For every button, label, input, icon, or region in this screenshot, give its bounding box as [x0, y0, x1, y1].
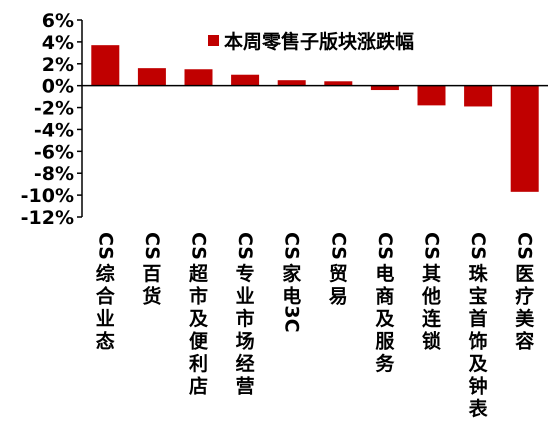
svg-text:合: 合: [96, 285, 116, 308]
svg-text:经: 经: [236, 352, 255, 375]
svg-text:贸: 贸: [329, 262, 348, 285]
svg-text:场: 场: [236, 331, 255, 353]
svg-text:3C: 3C: [281, 305, 303, 332]
svg-text:表: 表: [469, 397, 489, 420]
y-tick-label: 4%: [42, 32, 74, 54]
svg-text:易: 易: [329, 286, 348, 308]
bar: [277, 80, 306, 86]
svg-text:CS: CS: [141, 232, 163, 260]
svg-text:钟: 钟: [469, 375, 488, 398]
svg-text:便: 便: [189, 331, 209, 353]
svg-text:宝: 宝: [469, 285, 488, 308]
svg-text:业: 业: [96, 308, 115, 330]
y-tick-label: -10%: [21, 185, 74, 207]
legend-swatch: [208, 35, 219, 46]
bar: [137, 68, 166, 86]
y-tick-label: -2%: [34, 98, 74, 120]
svg-text:电: 电: [375, 262, 394, 285]
svg-text:电: 电: [282, 285, 301, 308]
svg-text:利: 利: [189, 353, 208, 375]
svg-text:服: 服: [375, 331, 395, 353]
y-tick-label: -4%: [34, 119, 74, 141]
svg-text:及: 及: [189, 308, 209, 330]
svg-text:其: 其: [422, 263, 441, 285]
svg-text:疗: 疗: [515, 285, 534, 308]
svg-text:CS: CS: [467, 232, 489, 260]
svg-text:CS: CS: [327, 232, 349, 260]
svg-text:锁: 锁: [422, 330, 441, 353]
y-tick-label: 6%: [42, 10, 74, 32]
y-tick-label: -6%: [34, 141, 74, 163]
svg-text:市: 市: [236, 307, 255, 330]
svg-text:CS: CS: [421, 232, 443, 260]
svg-text:市: 市: [189, 285, 208, 308]
svg-text:首: 首: [469, 307, 488, 330]
bar: [91, 45, 120, 86]
svg-text:CS: CS: [514, 232, 536, 260]
bar: [324, 81, 353, 86]
y-tick-label: -8%: [34, 163, 74, 185]
svg-text:专: 专: [236, 262, 255, 285]
svg-text:他: 他: [421, 285, 441, 308]
svg-text:店: 店: [189, 375, 208, 398]
bars: [91, 45, 539, 192]
svg-text:珠: 珠: [469, 262, 489, 285]
y-axis: 6%4%2%0%-2%-4%-6%-8%-10%-12%: [21, 10, 83, 229]
svg-text:货: 货: [142, 285, 161, 308]
svg-text:CS: CS: [374, 232, 396, 260]
svg-text:CS: CS: [94, 232, 116, 260]
bar: [510, 85, 539, 192]
bar: [231, 74, 260, 86]
legend: 本周零售子版块涨跌幅: [208, 30, 414, 53]
x-axis: CS综合业态CS百货CS超市及便利店CS专业市场经营CS家电3CCS贸易CS电商…: [82, 84, 548, 420]
svg-text:态: 态: [96, 330, 115, 353]
x-category-label: CS 百货: [141, 232, 163, 307]
svg-text:饰: 饰: [469, 330, 488, 353]
svg-text:CS: CS: [234, 232, 256, 260]
svg-text:CS: CS: [281, 232, 303, 260]
svg-text:连: 连: [422, 307, 442, 330]
svg-text:综: 综: [96, 262, 115, 285]
bar: [417, 85, 446, 106]
svg-text:超: 超: [188, 262, 209, 285]
svg-text:美: 美: [515, 307, 535, 330]
svg-text:商: 商: [375, 285, 394, 308]
svg-text:容: 容: [515, 330, 534, 353]
svg-text:医: 医: [515, 263, 534, 285]
svg-text:CS: CS: [188, 232, 210, 260]
legend-label: 本周零售子版块涨跌幅: [224, 30, 414, 53]
svg-text:业: 业: [236, 286, 255, 308]
svg-text:百: 百: [142, 263, 161, 285]
bar: [184, 69, 213, 86]
y-tick-label: 0%: [42, 76, 74, 98]
y-tick-label: 2%: [42, 54, 74, 76]
bar: [370, 85, 399, 91]
svg-text:营: 营: [236, 375, 255, 398]
svg-text:及: 及: [375, 308, 395, 330]
svg-text:家: 家: [282, 262, 302, 285]
svg-text:及: 及: [469, 353, 489, 375]
bar: [464, 85, 493, 107]
y-tick-label: -12%: [21, 207, 74, 229]
svg-text:务: 务: [375, 352, 395, 375]
